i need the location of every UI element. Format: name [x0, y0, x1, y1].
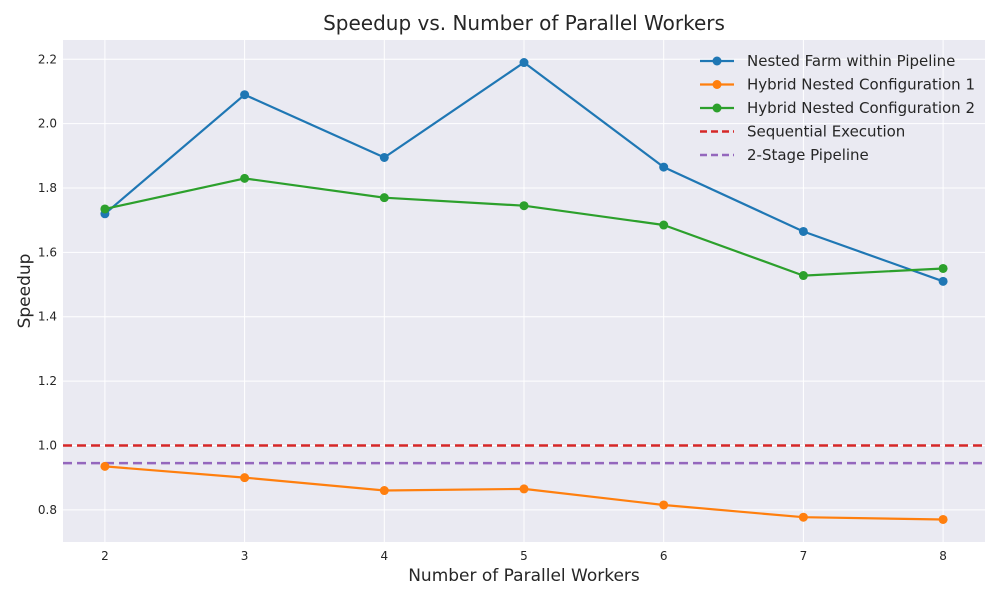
- data-point: [100, 204, 110, 214]
- data-point: [938, 276, 948, 286]
- data-point: [938, 263, 948, 273]
- legend-label: 2-Stage Pipeline: [747, 146, 869, 164]
- y-tick-label: 1.6: [38, 245, 57, 259]
- x-tick-label: 4: [380, 549, 388, 563]
- x-tick-label: 2: [101, 549, 109, 563]
- x-tick-label: 3: [241, 549, 249, 563]
- legend-marker: [712, 56, 722, 66]
- data-point: [798, 512, 808, 522]
- y-tick-label: 1.8: [38, 181, 57, 195]
- y-axis-title: Speedup: [15, 254, 35, 329]
- legend-entry: Sequential Execution: [700, 123, 905, 141]
- x-tick-label: 8: [939, 549, 947, 563]
- data-point: [379, 486, 389, 496]
- x-tick-label: 6: [660, 549, 668, 563]
- y-tick-label: 2.0: [38, 117, 57, 131]
- legend-marker: [712, 103, 722, 113]
- data-point: [240, 473, 250, 483]
- y-tick-label: 1.2: [38, 374, 57, 388]
- legend-label: Sequential Execution: [747, 123, 905, 141]
- data-point: [519, 58, 529, 68]
- legend-label: Nested Farm within Pipeline: [747, 52, 955, 70]
- data-series: [100, 58, 948, 524]
- grid: [63, 40, 985, 542]
- data-point: [798, 226, 808, 236]
- legend: Nested Farm within Pipeline Hybrid Nested…: [700, 52, 975, 164]
- y-tick-label: 1.4: [38, 310, 57, 324]
- data-point: [100, 461, 110, 471]
- data-point: [659, 220, 669, 230]
- data-point: [938, 514, 948, 524]
- data-point: [519, 484, 529, 494]
- y-tick-label: 2.2: [38, 52, 57, 66]
- data-point: [659, 162, 669, 172]
- chart-title: Speedup vs. Number of Parallel Workers: [323, 11, 725, 35]
- x-tick-label: 5: [520, 549, 528, 563]
- series-2: [100, 461, 948, 524]
- tick-labels: 2 3 4 5 6 7 8 0.8 1.0 1.2 1.4 1.6 1.8 2.0 2.2: [38, 52, 947, 563]
- y-tick-label: 1.0: [38, 438, 57, 452]
- data-point: [519, 201, 529, 211]
- data-point: [240, 173, 250, 183]
- data-point: [379, 152, 389, 162]
- legend-entry: Hybrid Nested Configuration 1: [700, 76, 975, 94]
- legend-entry: Nested Farm within Pipeline: [700, 52, 955, 70]
- data-point: [240, 90, 250, 100]
- series-3: [100, 173, 948, 281]
- legend-marker: [712, 80, 722, 89]
- y-tick-label: 0.8: [38, 503, 57, 517]
- legend-label: Hybrid Nested Configuration 2: [747, 99, 975, 117]
- data-point: [798, 271, 808, 281]
- legend-entry: 2-Stage Pipeline: [700, 146, 869, 164]
- legend-label: Hybrid Nested Configuration 1: [747, 76, 975, 94]
- data-point: [379, 193, 389, 203]
- x-axis-title: Number of Parallel Workers: [408, 566, 640, 586]
- x-tick-label: 7: [800, 549, 808, 563]
- data-point: [659, 500, 669, 510]
- legend-entry: Hybrid Nested Configuration 2: [700, 99, 975, 117]
